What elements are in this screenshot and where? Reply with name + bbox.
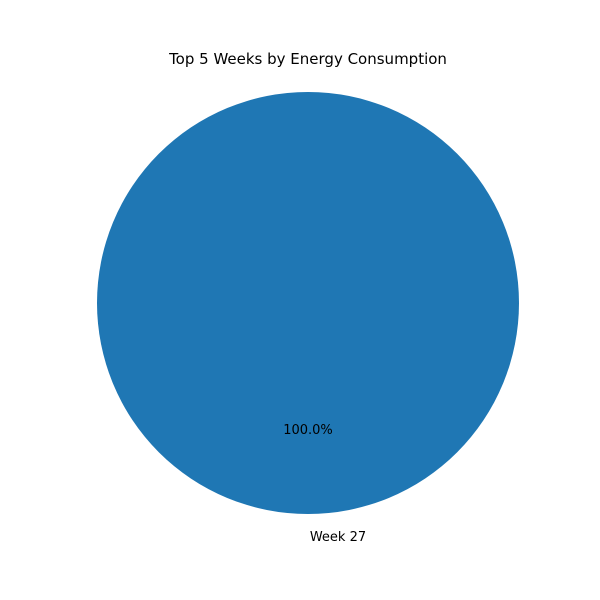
pie-labels: 100.0% Week 27 xyxy=(283,423,366,545)
slice-percent-label: 100.0% xyxy=(283,423,333,438)
slice-category-label: Week 27 xyxy=(310,530,366,545)
pie-slice xyxy=(97,92,519,514)
pie-slices xyxy=(97,92,519,514)
chart-title: Top 5 Weeks by Energy Consumption xyxy=(168,50,447,68)
